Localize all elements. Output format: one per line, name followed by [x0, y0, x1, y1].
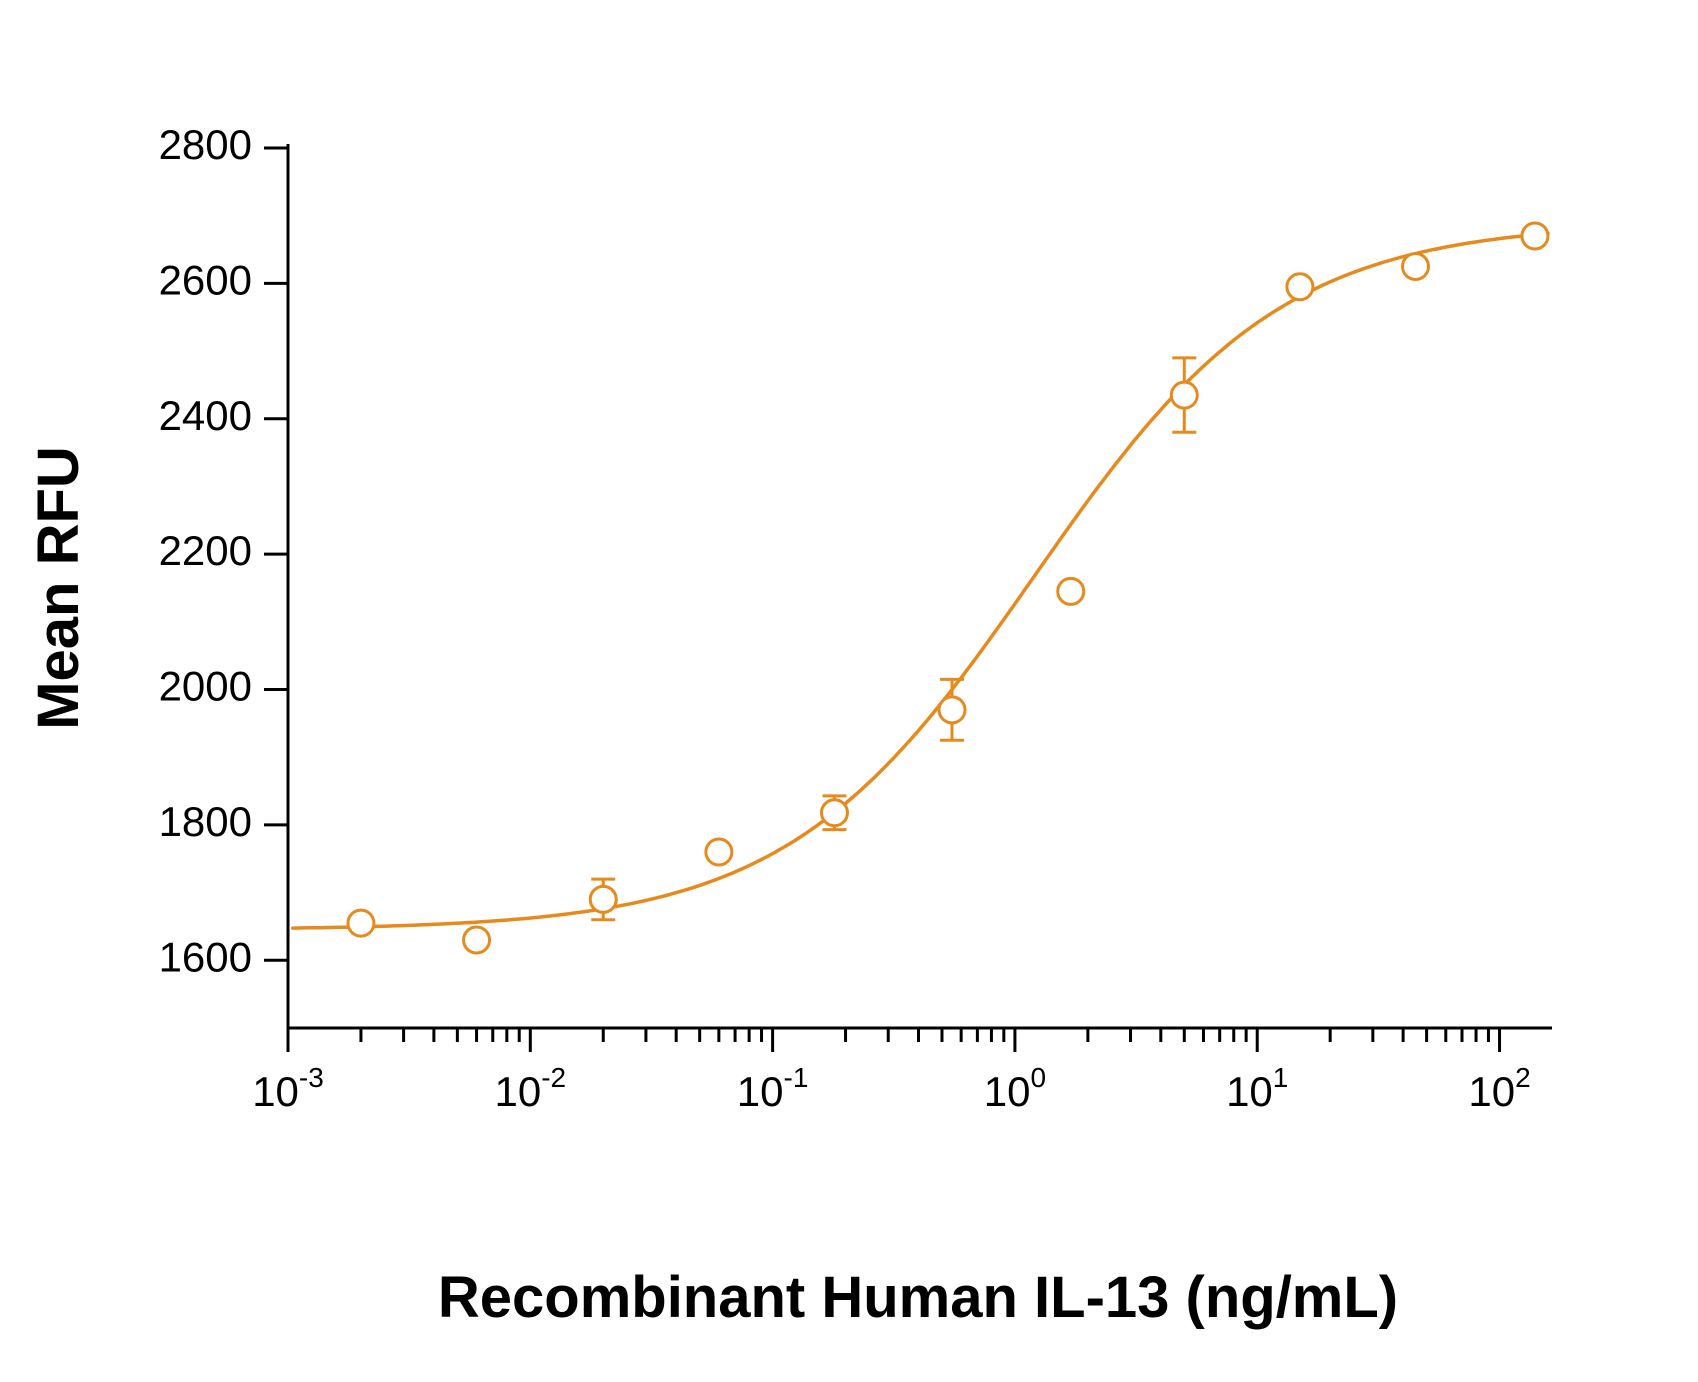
data-marker: [1287, 274, 1313, 300]
data-marker: [464, 927, 490, 953]
x-tick-label: 102: [1468, 1062, 1530, 1115]
data-marker: [1522, 223, 1548, 249]
data-marker: [939, 697, 965, 723]
chart-container: 1600 1800 2000 2200 2400 2600 2800 10-3 10-2 10-1…: [0, 0, 1698, 1382]
y-tick-label: 2600: [159, 256, 252, 303]
y-tick-label: 2200: [159, 527, 252, 574]
x-tick-label: 10-1: [737, 1062, 809, 1115]
data-marker: [1403, 253, 1429, 279]
x-tick-label: 10-3: [252, 1062, 324, 1115]
x-tick-label: 10-2: [494, 1062, 566, 1115]
y-axis-label: Mean RFU: [26, 446, 91, 730]
data-marker: [1058, 578, 1084, 604]
dose-response-chart: 1600 1800 2000 2200 2400 2600 2800 10-3 10-2 10-1…: [0, 0, 1698, 1377]
data-marker: [821, 800, 847, 826]
y-tick-label: 2400: [159, 392, 252, 439]
y-tick-label: 2000: [159, 663, 252, 710]
y-tick-label: 1600: [159, 933, 252, 980]
x-tick-label: 100: [984, 1062, 1046, 1115]
data-marker: [1171, 382, 1197, 408]
y-tick-label: 2800: [159, 121, 252, 168]
data-marker: [348, 910, 374, 936]
data-marker: [706, 839, 732, 865]
x-axis-label: Recombinant Human IL-13 (ng/mL): [438, 1265, 1398, 1330]
fit-curve: [293, 233, 1548, 928]
x-tick-label: 101: [1226, 1062, 1288, 1115]
y-tick-label: 1800: [159, 798, 252, 845]
data-marker: [590, 886, 616, 912]
